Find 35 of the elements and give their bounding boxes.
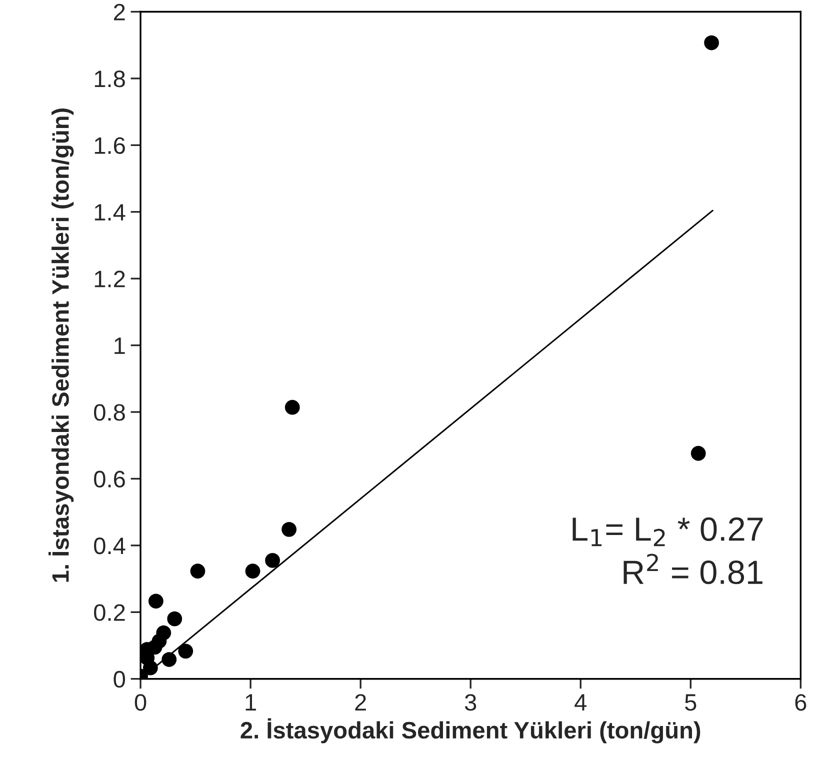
y-tick-label: 0.6 bbox=[94, 470, 125, 488]
x-tick-label: 5 bbox=[685, 694, 696, 711]
y-tick-label: 1.2 bbox=[94, 270, 125, 288]
y-tick-label: 0 bbox=[114, 670, 126, 688]
point bbox=[265, 553, 280, 568]
x-axis-title: 2. İstasyodaki Sediment Yükleri (ton/gün) bbox=[240, 718, 700, 744]
point bbox=[167, 611, 182, 626]
x-tick-label: 4 bbox=[574, 694, 586, 711]
point bbox=[282, 522, 296, 537]
x-tick-label: 0 bbox=[134, 694, 146, 711]
y-tick-label: 0.8 bbox=[94, 404, 125, 421]
point bbox=[284, 400, 300, 415]
y-tick-label: 1.8 bbox=[94, 70, 125, 88]
point bbox=[690, 446, 706, 461]
point bbox=[162, 652, 177, 667]
x-tick-label: 3 bbox=[464, 694, 476, 711]
x-tick-label: 6 bbox=[795, 694, 806, 711]
point bbox=[245, 564, 260, 579]
point bbox=[156, 625, 172, 640]
point bbox=[190, 564, 206, 579]
y-tick-label: 0.4 bbox=[94, 538, 126, 554]
y-axis-title: 1. İstasyondaki Sediment Yükleri (ton/gün) bbox=[48, 108, 74, 582]
point bbox=[148, 594, 164, 609]
y-tick-label: 1.4 bbox=[94, 204, 126, 220]
point bbox=[704, 35, 719, 50]
annotation: R$^{2}$ = 0.81 bbox=[624, 554, 762, 584]
y-tick-label: 2 bbox=[114, 4, 125, 20]
y-tick-label: 1.6 bbox=[94, 137, 125, 154]
point bbox=[142, 660, 158, 676]
y-tick-label: 1 bbox=[114, 338, 125, 354]
x-tick-label: 2 bbox=[355, 694, 366, 711]
y-tick-label: 0.2 bbox=[94, 604, 125, 621]
x-tick-label: 1 bbox=[246, 694, 256, 711]
point bbox=[178, 644, 194, 659]
annotation: L$_{1}$= L$_{2}$ * 0.27 bbox=[572, 517, 763, 546]
